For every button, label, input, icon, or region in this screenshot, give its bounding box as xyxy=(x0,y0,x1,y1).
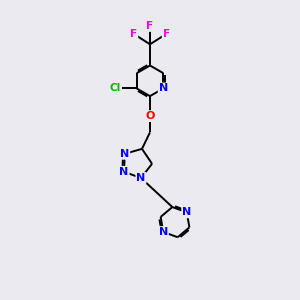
Text: F: F xyxy=(163,29,170,39)
Text: N: N xyxy=(136,173,146,183)
Text: N: N xyxy=(159,227,168,237)
Text: N: N xyxy=(159,83,168,94)
Text: N: N xyxy=(182,207,191,217)
Text: N: N xyxy=(119,167,129,177)
Text: F: F xyxy=(130,29,137,39)
Text: O: O xyxy=(145,111,155,121)
Text: Cl: Cl xyxy=(110,83,121,94)
Text: N: N xyxy=(120,149,129,159)
Text: F: F xyxy=(146,21,154,31)
